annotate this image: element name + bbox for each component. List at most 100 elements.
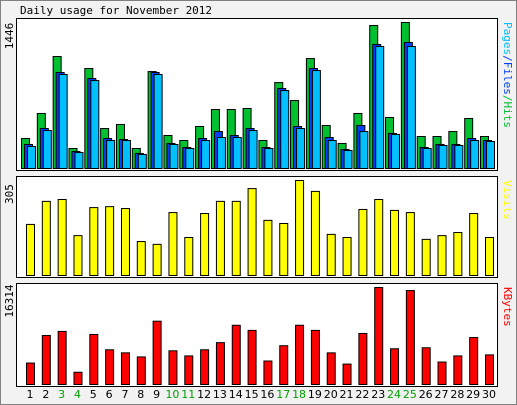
legend-entry: Hits <box>501 102 514 129</box>
bar <box>73 235 83 276</box>
bar <box>279 345 289 385</box>
bar <box>184 355 194 386</box>
x-tick-label: 15 <box>245 388 259 401</box>
x-tick-label: 13 <box>213 388 227 401</box>
bar <box>453 232 463 276</box>
bar <box>326 352 336 385</box>
x-tick-label: 5 <box>90 388 97 401</box>
bar <box>201 140 211 170</box>
x-tick-label: 3 <box>58 388 65 401</box>
bar <box>136 356 146 386</box>
bar <box>295 180 305 276</box>
x-tick-label: 20 <box>324 388 338 401</box>
bar <box>247 188 257 276</box>
chart-title: Daily usage for November 2012 <box>20 4 212 17</box>
bar <box>469 337 479 386</box>
bar <box>41 334 51 385</box>
bar <box>200 213 210 276</box>
bar <box>342 363 352 385</box>
bar <box>215 342 225 386</box>
bar <box>421 347 431 386</box>
bar <box>168 350 178 386</box>
bar <box>405 290 415 385</box>
bar <box>311 70 321 169</box>
x-tick-label: 28 <box>450 388 464 401</box>
bar <box>405 212 415 277</box>
bar <box>185 148 195 170</box>
bar <box>422 148 432 170</box>
bar <box>485 354 494 386</box>
bar <box>296 128 306 170</box>
bar <box>375 46 385 170</box>
bar <box>343 150 353 170</box>
legend-entry: KBytes <box>501 287 514 327</box>
bar <box>406 46 416 170</box>
bar <box>57 330 67 385</box>
x-tick-label: 10 <box>165 388 179 401</box>
bar <box>437 235 447 276</box>
bar <box>231 324 241 385</box>
bar <box>120 208 130 277</box>
x-tick-label: 23 <box>371 388 385 401</box>
x-tick-label: 17 <box>276 388 290 401</box>
x-tick-label: 27 <box>435 388 449 401</box>
bar <box>216 137 226 169</box>
x-tick-label: 21 <box>340 388 354 401</box>
bar <box>263 360 273 386</box>
bar <box>421 238 431 276</box>
bar <box>326 233 336 276</box>
bar <box>358 332 368 386</box>
bar <box>391 133 401 170</box>
bar <box>437 361 447 385</box>
bar <box>374 199 384 276</box>
bar <box>136 241 146 276</box>
legend-separator: / <box>501 95 514 102</box>
bar <box>390 348 400 385</box>
bar <box>90 80 100 169</box>
bar <box>295 324 305 385</box>
y-tick-label: 305 <box>3 184 16 204</box>
legend: KBytes <box>501 287 514 327</box>
x-tick-label: 12 <box>197 388 211 401</box>
bar <box>27 145 36 170</box>
bar <box>231 200 241 276</box>
bar <box>358 208 368 276</box>
bar <box>279 222 289 277</box>
legend: Pages/Files/Hits <box>501 22 514 128</box>
x-tick-label: 26 <box>419 388 433 401</box>
x-tick-label: 8 <box>137 388 144 401</box>
x-tick-label: 1 <box>27 388 34 401</box>
bar <box>310 329 320 385</box>
bar <box>152 320 162 385</box>
x-tick-label: 29 <box>466 388 480 401</box>
bar <box>485 237 494 276</box>
x-tick-label: 7 <box>121 388 128 401</box>
x-tick-label: 14 <box>229 388 243 401</box>
x-tick-label: 30 <box>482 388 496 401</box>
bar <box>26 362 35 385</box>
y-tick-label: 1446 <box>3 23 16 50</box>
legend-entry: Pages <box>501 22 514 55</box>
bar <box>453 355 463 386</box>
bar <box>105 349 115 385</box>
bar <box>327 140 337 170</box>
bar <box>486 141 495 169</box>
bar <box>41 200 51 276</box>
legend-entry: Files <box>501 62 514 95</box>
bar <box>121 140 131 170</box>
bar <box>137 153 147 170</box>
x-tick-label: 6 <box>106 388 113 401</box>
bar <box>42 130 52 170</box>
x-tick-label: 11 <box>181 388 195 401</box>
bar <box>152 243 162 277</box>
bar <box>280 90 290 169</box>
bar <box>153 73 163 169</box>
bar <box>374 287 384 385</box>
bar <box>232 137 242 169</box>
bar <box>215 200 225 276</box>
bar <box>438 144 448 169</box>
bar <box>105 206 115 277</box>
bar <box>57 199 67 276</box>
